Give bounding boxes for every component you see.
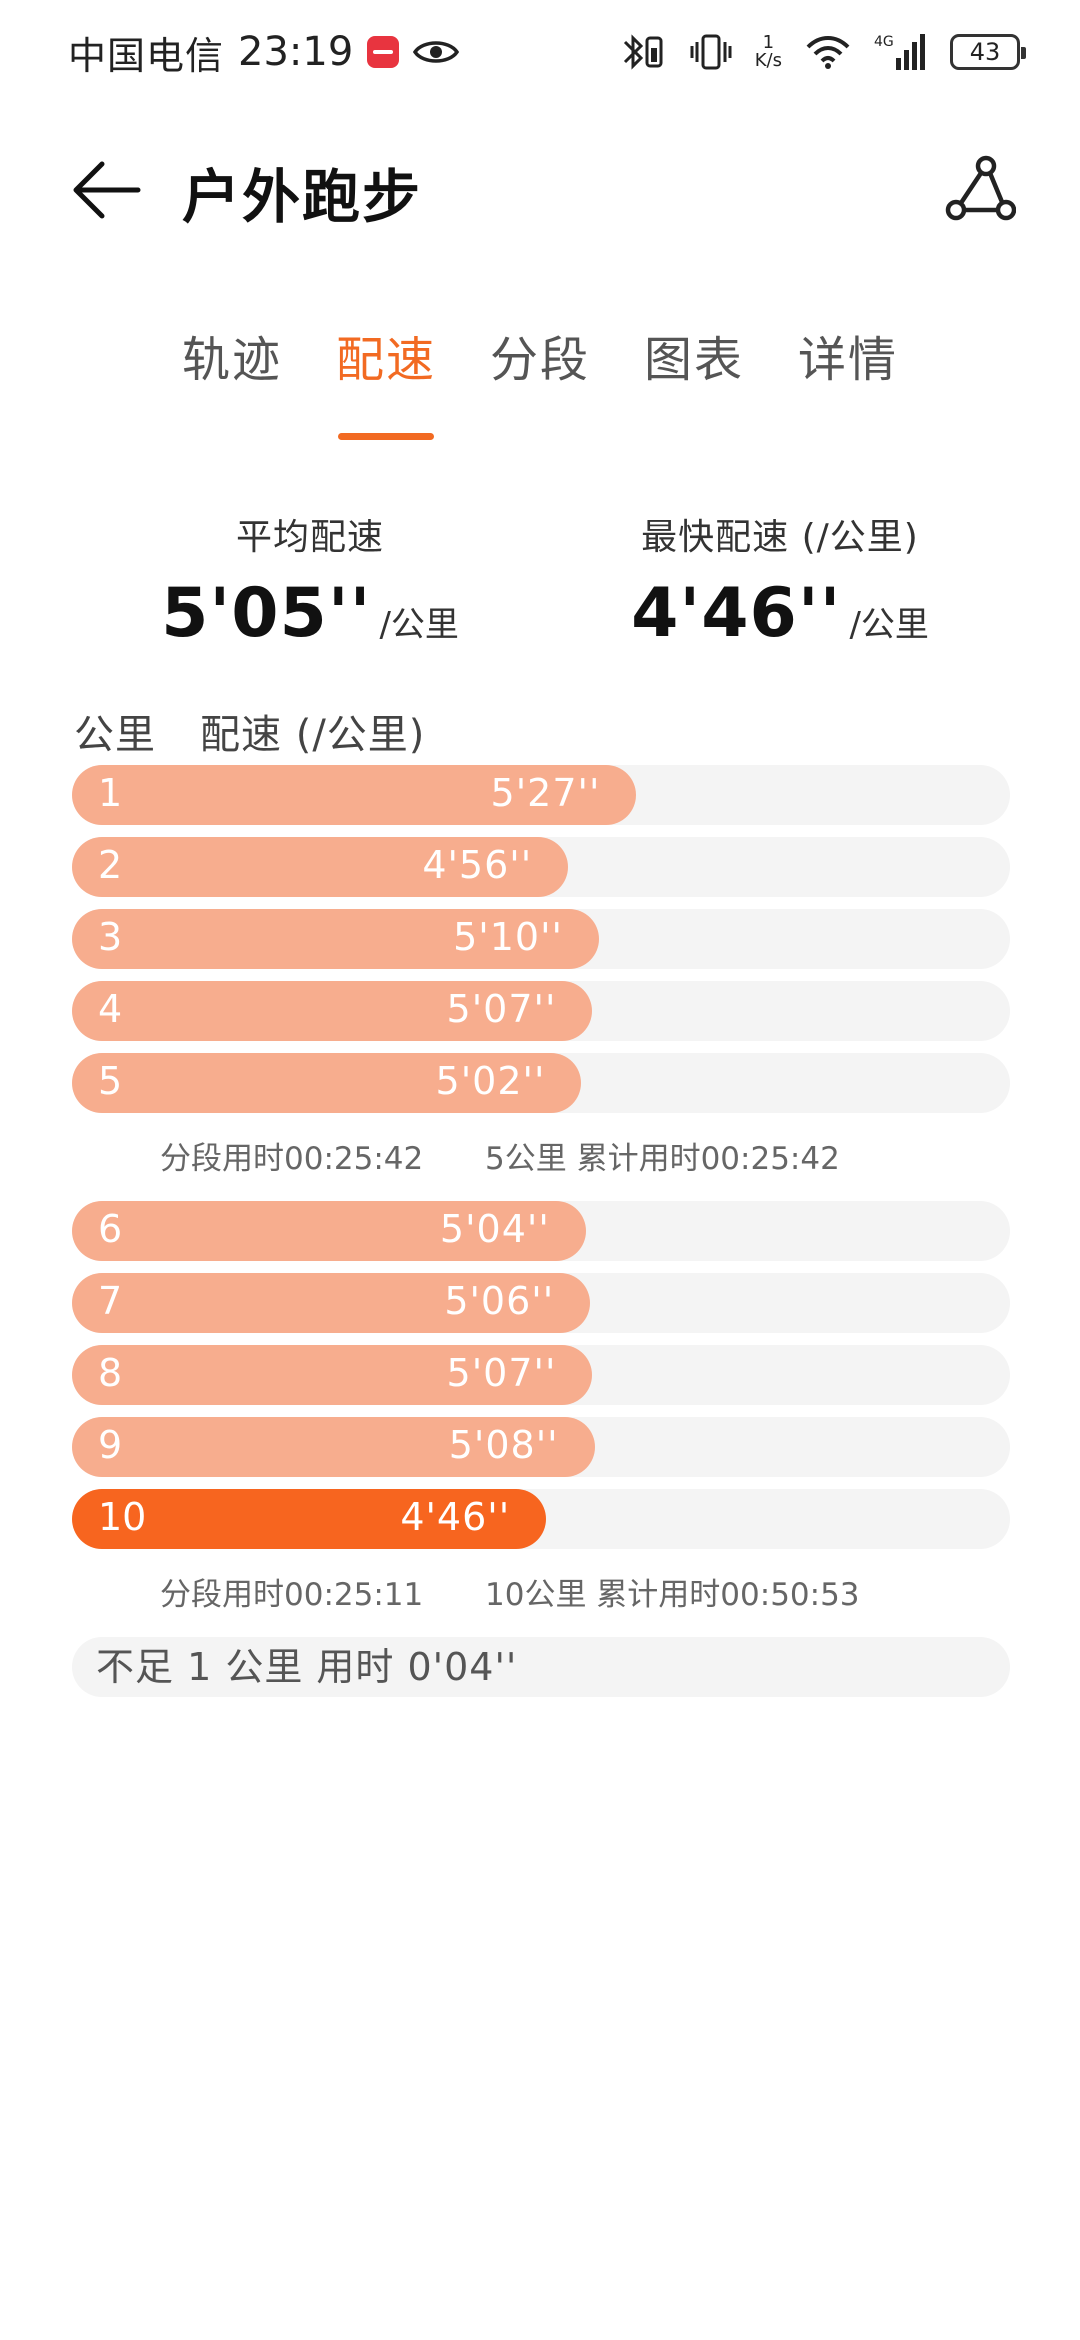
pace-label: 5'27'' (490, 771, 601, 815)
km-label: 5 (98, 1059, 123, 1103)
km-label: 8 (98, 1351, 123, 1395)
pace-bar: 3 5'10'' (72, 909, 599, 969)
pace-label: 5'10'' (453, 915, 563, 959)
km-label: 9 (98, 1423, 123, 1467)
segment-summary: 分段用时00:25:11 10公里 累计用时00:50:53 (72, 1549, 1010, 1633)
pace-bar: 4 5'07'' (72, 981, 593, 1041)
km-column-header: 公里 (74, 712, 156, 758)
km-label: 1 (98, 771, 123, 815)
tab-charts[interactable]: 图表 (644, 332, 745, 388)
pace-bar: 8 5'07'' (72, 1345, 593, 1405)
header: 户外跑步 (0, 140, 1080, 240)
vibrate-icon (690, 34, 732, 70)
km-label: 2 (98, 843, 123, 887)
segment-split-time: 分段用时00:25:11 (160, 1576, 424, 1613)
fastest-pace-value: 4'46'' (631, 574, 842, 653)
bluetooth-battery-icon (623, 34, 663, 70)
pace-row: 9 5'08'' (72, 1417, 1010, 1477)
pace-label: 5'02'' (435, 1059, 546, 1103)
huawei-app-icon (367, 36, 400, 68)
pace-summary: 平均配速 5'05'' /公里 最快配速 (/公里) 4'46'' /公里 (0, 508, 1080, 658)
status-right: 1 K/s 4G 43 (621, 32, 1026, 72)
pace-label: 5'06'' (444, 1279, 555, 1323)
remainder-row: 不足 1 公里 用时 0'04'' (72, 1637, 1010, 1697)
page-title: 户外跑步 (182, 163, 423, 231)
pace-label: 5'04'' (439, 1207, 550, 1251)
average-pace-unit: /公里 (379, 605, 459, 645)
wifi-icon (806, 36, 850, 69)
km-label: 3 (98, 915, 123, 959)
pace-bar: 5 5'02'' (72, 1053, 582, 1113)
pace-column-header: 配速 (/公里) (200, 712, 426, 758)
cellular-signal-icon: 4G (874, 34, 925, 70)
average-pace-stat: 平均配速 5'05'' /公里 (150, 508, 470, 653)
pace-bar-list: 1 5'27'' 2 4'56'' 3 5'10'' 4 5'07'' 5 5'02'' 分段用时0… (72, 765, 1010, 1697)
average-pace-label: 平均配速 (235, 517, 384, 558)
pace-label: 5'08'' (448, 1423, 559, 1467)
pace-bar: 7 5'06'' (72, 1273, 591, 1333)
pace-row: 6 5'04'' (72, 1201, 1010, 1261)
pace-row: 5 5'02'' (72, 1053, 1010, 1113)
average-pace-value: 5'05'' (161, 574, 372, 653)
tab-details[interactable]: 详情 (798, 332, 899, 388)
fastest-pace-bar: 10 4'46'' (72, 1489, 547, 1549)
tab-splits[interactable]: 分段 (489, 332, 590, 388)
network-speed: 1 K/s (755, 34, 782, 70)
pace-row: 10 4'46'' (72, 1489, 1010, 1549)
speed-unit: K/s (754, 50, 782, 71)
fastest-pace-unit: /公里 (849, 605, 929, 645)
eye-icon (413, 41, 460, 63)
tab-pace[interactable]: 配速 (334, 320, 438, 440)
carrier-name: 中国电信 (68, 33, 225, 78)
status-bar: 中国电信 23:19 1 K/s (0, 0, 1080, 104)
average-pace-value-row: 5'05'' /公里 (150, 574, 470, 653)
pace-label: 4'56'' (422, 843, 533, 887)
tab-track[interactable]: 轨迹 (181, 332, 282, 388)
fastest-pace-stat: 最快配速 (/公里) 4'46'' /公里 (600, 508, 960, 653)
back-arrow-icon[interactable] (72, 158, 142, 222)
km-label: 10 (98, 1495, 147, 1539)
pace-row: 8 5'07'' (72, 1345, 1010, 1405)
pace-table-header: 公里 配速 (/公里) (74, 702, 425, 760)
pace-row: 2 4'56'' (72, 837, 1010, 897)
pace-row: 3 5'10'' (72, 909, 1010, 969)
pace-row: 7 5'06'' (72, 1273, 1010, 1333)
pace-bar: 2 4'56'' (72, 837, 569, 897)
route-share-icon[interactable] (944, 154, 1016, 226)
pace-row: 4 5'07'' (72, 981, 1010, 1041)
pace-bar: 6 5'04'' (72, 1201, 586, 1261)
fastest-pace-label: 最快配速 (/公里) (641, 517, 919, 558)
battery-indicator: 43 (950, 34, 1026, 70)
km-label: 4 (98, 987, 123, 1031)
segment-split-time: 分段用时00:25:42 (160, 1140, 424, 1177)
tab-bar: 轨迹 配速 分段 图表 详情 (0, 320, 1080, 440)
speed-value: 1 (762, 32, 775, 53)
segment-cumulative-time: 10公里 累计用时00:50:53 (485, 1576, 860, 1613)
pace-row: 1 5'27'' (72, 765, 1010, 825)
km-label: 6 (98, 1207, 123, 1251)
pace-bar: 1 5'27'' (72, 765, 637, 825)
pace-label: 5'07'' (446, 987, 557, 1031)
clock: 23:19 (238, 29, 354, 75)
status-left: 中国电信 23:19 (68, 25, 460, 80)
km-label: 7 (98, 1279, 123, 1323)
pace-label: 5'07'' (446, 1351, 557, 1395)
svg-text:4G: 4G (874, 34, 894, 50)
pace-label: 4'46'' (400, 1495, 511, 1539)
segment-cumulative-time: 5公里 累计用时00:25:42 (485, 1140, 840, 1177)
pace-bar: 9 5'08'' (72, 1417, 595, 1477)
segment-summary: 分段用时00:25:42 5公里 累计用时00:25:42 (72, 1113, 1010, 1197)
fastest-pace-value-row: 4'46'' /公里 (600, 574, 960, 653)
